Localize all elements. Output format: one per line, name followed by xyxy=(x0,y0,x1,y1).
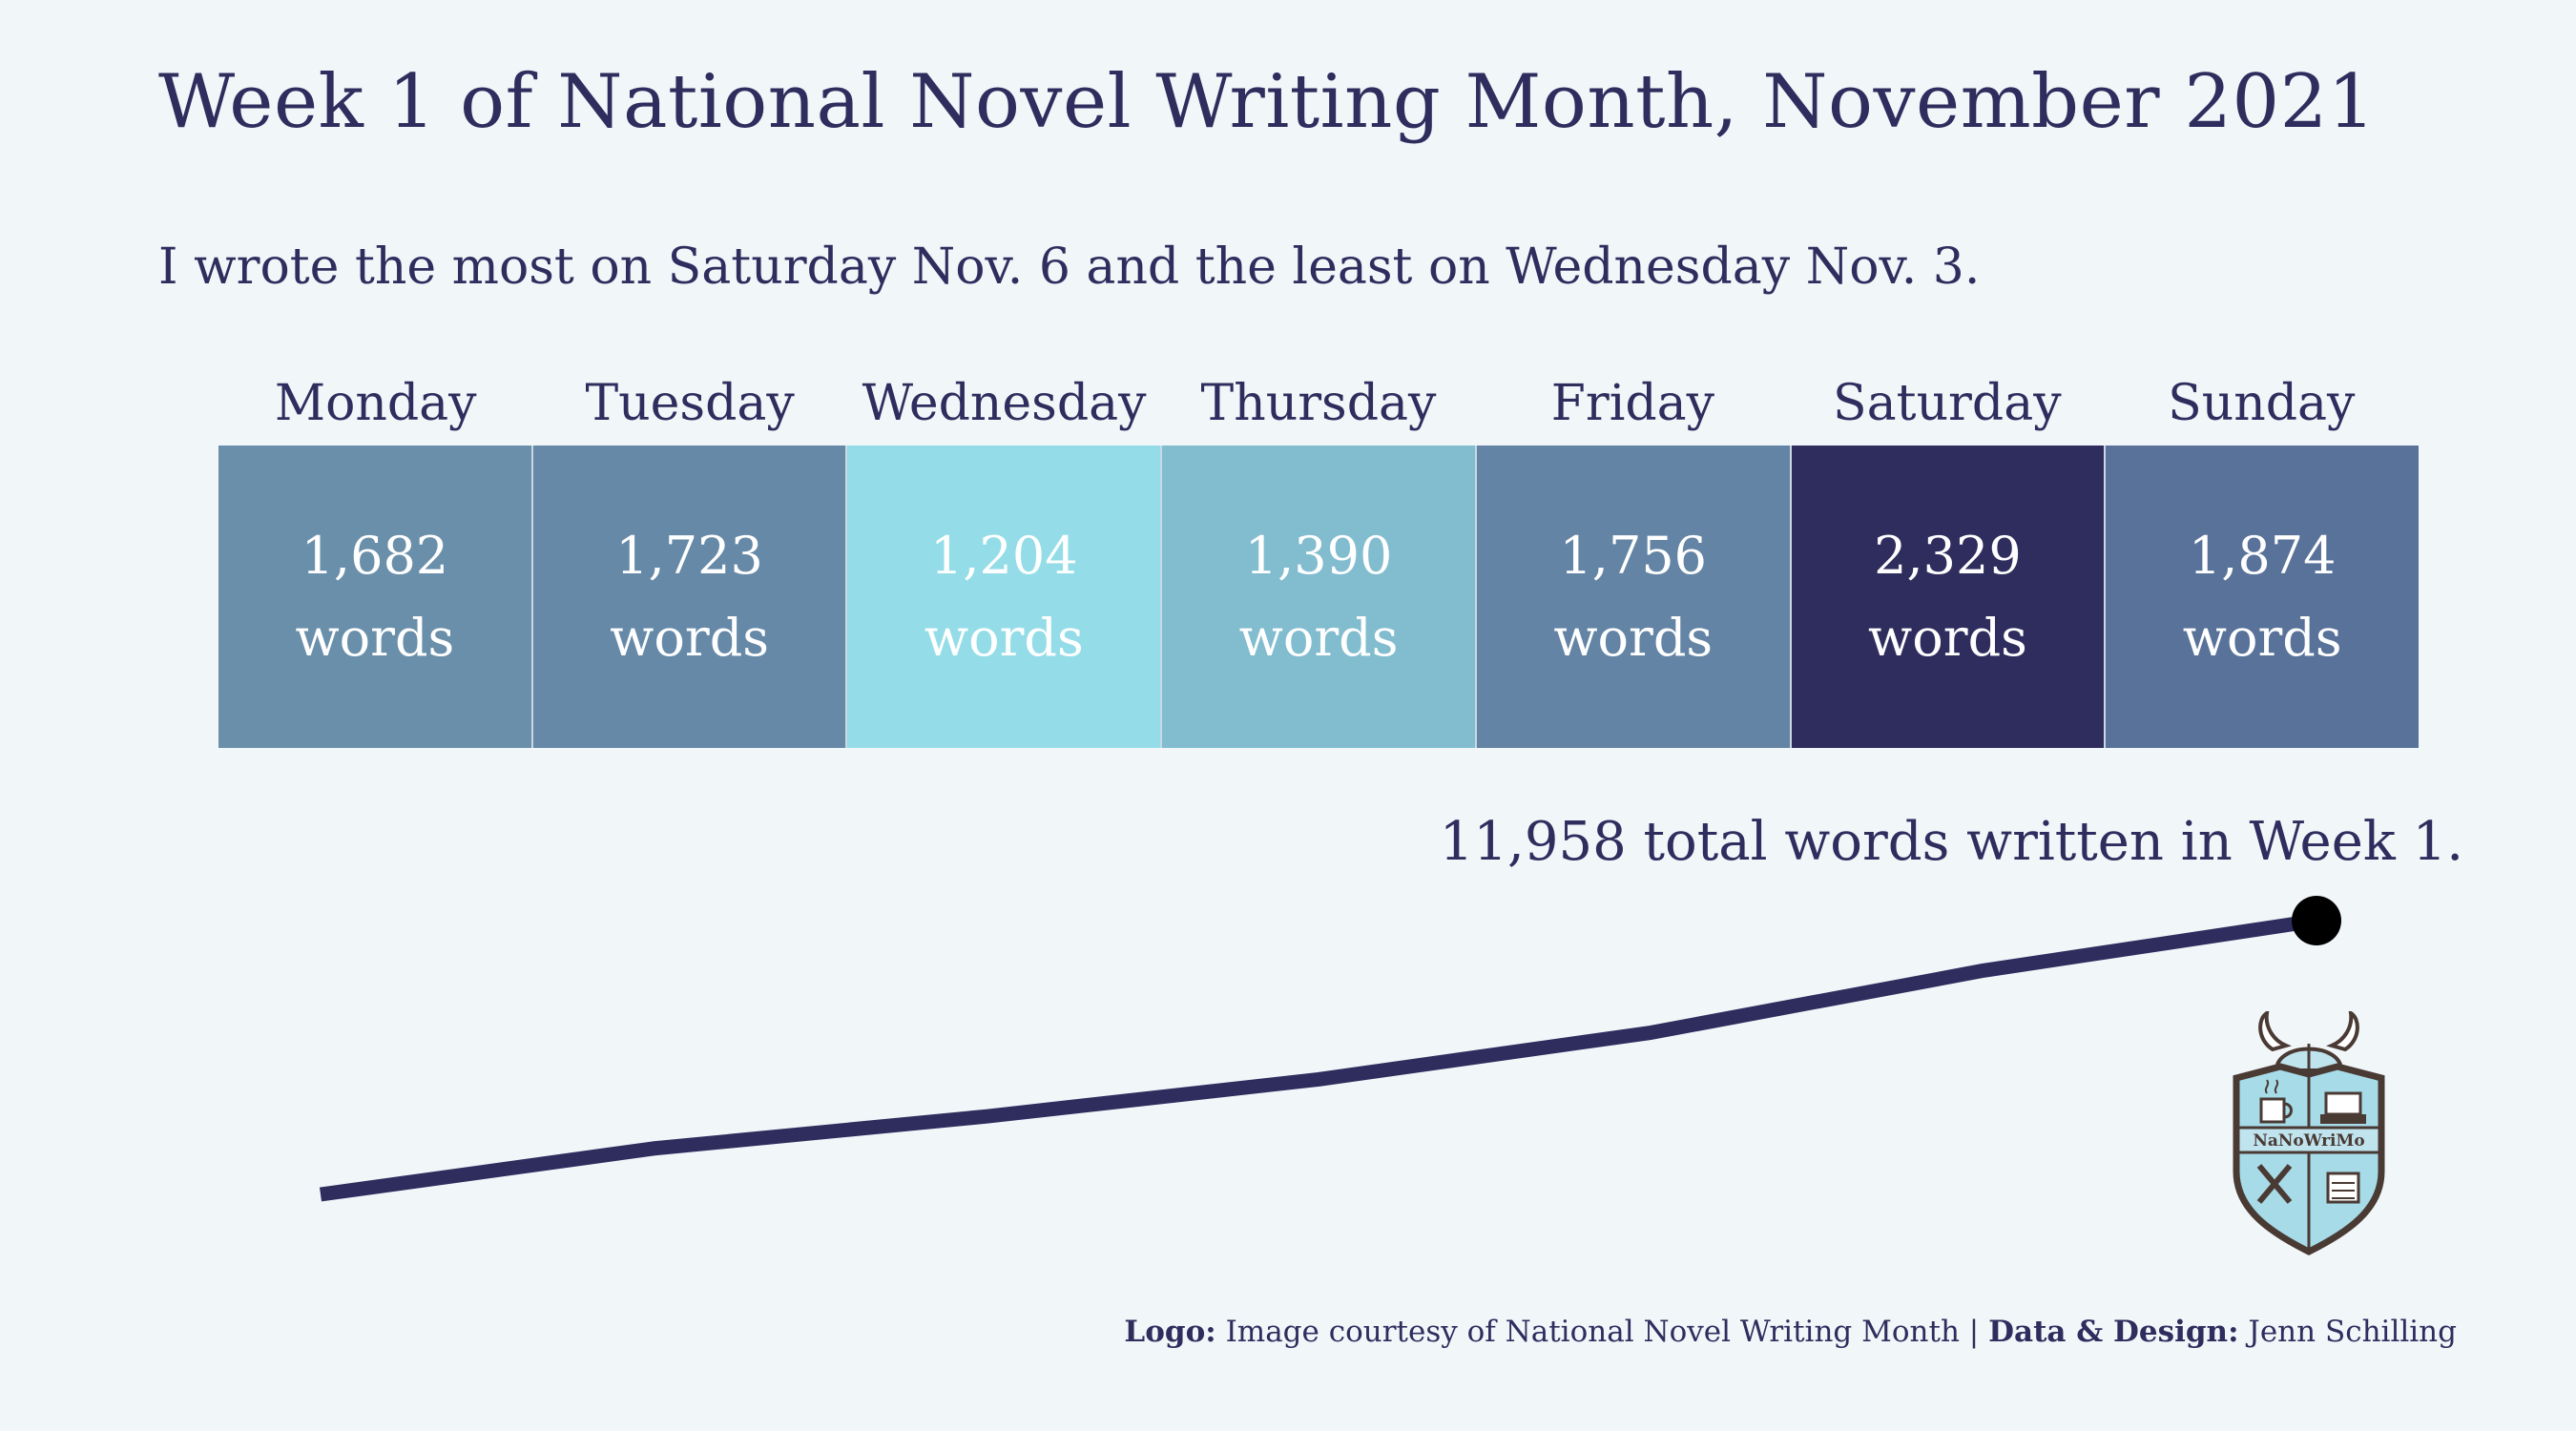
day-label-sunday: Sunday xyxy=(2168,375,2356,432)
tile-tuesday: 1,723 words xyxy=(532,446,848,748)
caption-separator: | xyxy=(1968,1315,1980,1349)
chart-title: Week 1 of National Novel Writing Month, … xyxy=(158,59,2376,145)
tile-wednesday: 1,204 words xyxy=(847,446,1163,748)
day-label-friday: Friday xyxy=(1550,375,1715,432)
tile-saturday: 2,329 words xyxy=(1791,446,2107,748)
tile-value: 1,756 xyxy=(1559,525,1708,586)
word-count-tiles: 1,682 words 1,723 words 1,204 words 1,39… xyxy=(218,446,2420,748)
caption-logo-text: Image courtesy of National Novel Writing… xyxy=(1225,1315,1960,1349)
caption-design-text: Jenn Schilling xyxy=(2248,1315,2457,1349)
tile-value: 1,390 xyxy=(1244,525,1393,586)
cumulative-words-line xyxy=(319,913,2318,1202)
day-label-wednesday: Wednesday xyxy=(862,375,1147,432)
cumulative-end-point xyxy=(2292,896,2341,945)
day-label-tuesday: Tuesday xyxy=(585,375,795,432)
nanowrimo-logo: NaNoWriMo xyxy=(2233,1011,2385,1255)
tile-value: 1,682 xyxy=(301,525,449,586)
caption-logo-label: Logo: xyxy=(1124,1315,1216,1349)
tile-unit: words xyxy=(610,607,769,668)
chart-subtitle: I wrote the most on Saturday Nov. 6 and … xyxy=(158,238,1981,296)
day-label-thursday: Thursday xyxy=(1200,375,1437,432)
tile-value: 1,204 xyxy=(930,525,1078,586)
tile-unit: words xyxy=(1238,607,1399,668)
caption-design-label: Data & Design: xyxy=(1988,1315,2239,1349)
day-label-monday: Monday xyxy=(274,375,477,432)
tile-monday: 1,682 words xyxy=(218,446,533,748)
day-label-saturday: Saturday xyxy=(1833,375,2062,432)
tile-thursday: 1,390 words xyxy=(1162,446,1477,748)
tile-friday: 1,756 words xyxy=(1476,446,1792,748)
tile-unit: words xyxy=(1868,607,2027,668)
tile-value: 1,874 xyxy=(2188,525,2337,586)
total-words-annotation: 11,958 total words written in Week 1. xyxy=(1439,811,2463,873)
logo-text: NaNoWriMo xyxy=(2253,1131,2364,1151)
tile-value: 2,329 xyxy=(1874,525,2022,586)
tile-unit: words xyxy=(924,607,1084,668)
tile-unit: words xyxy=(295,607,455,668)
tile-sunday: 1,874 words xyxy=(2106,446,2420,748)
day-labels: Monday Tuesday Wednesday Thursday Friday… xyxy=(218,375,2419,432)
tile-value: 1,723 xyxy=(615,525,763,586)
tile-unit: words xyxy=(1553,607,1714,668)
tile-unit: words xyxy=(2182,607,2342,668)
caption: Logo: Image courtesy of National Novel W… xyxy=(1124,1315,2457,1349)
